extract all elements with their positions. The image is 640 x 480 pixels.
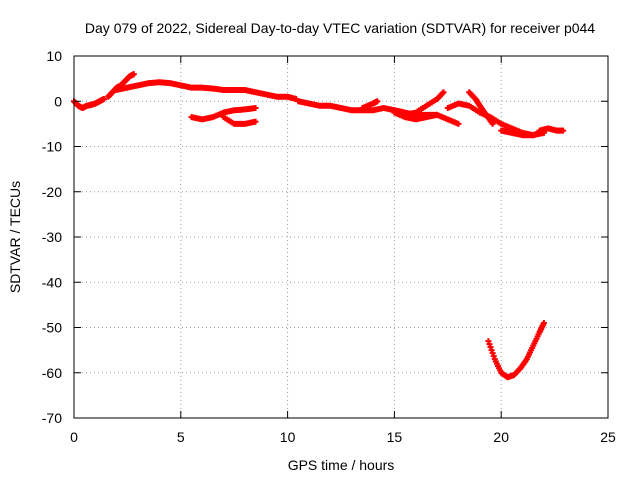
data-point	[486, 341, 493, 348]
data-point	[489, 350, 496, 357]
data-point	[540, 319, 547, 326]
data-point	[560, 127, 567, 134]
y-tick-label: -60	[42, 365, 62, 381]
x-tick-label: 15	[387, 429, 403, 445]
series-arc-4	[188, 105, 259, 123]
data-point	[374, 98, 381, 105]
data-point	[487, 344, 494, 351]
x-tick-label: 5	[177, 429, 185, 445]
data-point	[490, 353, 497, 360]
x-tick-label: 25	[600, 429, 616, 445]
x-tick-label: 0	[70, 429, 78, 445]
data-point	[440, 89, 447, 96]
data-point	[252, 105, 259, 112]
data-point	[130, 71, 137, 78]
series-arc-12	[498, 127, 547, 139]
y-tick-label: -70	[42, 410, 62, 426]
data-point	[485, 338, 492, 345]
series-arc-3	[113, 79, 300, 102]
y-tick-label: 0	[54, 93, 62, 109]
x-axis-label: GPS time / hours	[288, 457, 395, 473]
data-point	[489, 120, 496, 127]
chart-title: Day 079 of 2022, Sidereal Day-to-day VTE…	[85, 20, 595, 36]
series-arc-5	[220, 114, 259, 127]
data-point	[455, 120, 462, 127]
data-point	[488, 347, 495, 354]
series-arc-13	[536, 125, 567, 134]
series-arc-11	[466, 89, 496, 127]
y-tick-label: -20	[42, 184, 62, 200]
data-point	[252, 118, 259, 125]
y-tick-label: -40	[42, 274, 62, 290]
grid	[74, 56, 608, 418]
axis-ticks: 0 5 10 15 20 25 10 0 -10 -20 -30 -40 -50 -60 -70	[42, 48, 616, 445]
y-tick-label: -50	[42, 320, 62, 336]
x-tick-label: 10	[280, 429, 296, 445]
y-tick-label: 10	[46, 48, 62, 64]
y-axis-label: SDTVAR / TECUs	[7, 181, 23, 293]
data-points	[71, 71, 567, 381]
y-tick-label: -10	[42, 139, 62, 155]
series-arc-14	[485, 319, 547, 381]
data-point	[100, 95, 107, 102]
x-tick-label: 20	[493, 429, 509, 445]
series-arc-9	[391, 109, 462, 127]
series-arc-7	[359, 98, 381, 112]
y-tick-label: -30	[42, 229, 62, 245]
